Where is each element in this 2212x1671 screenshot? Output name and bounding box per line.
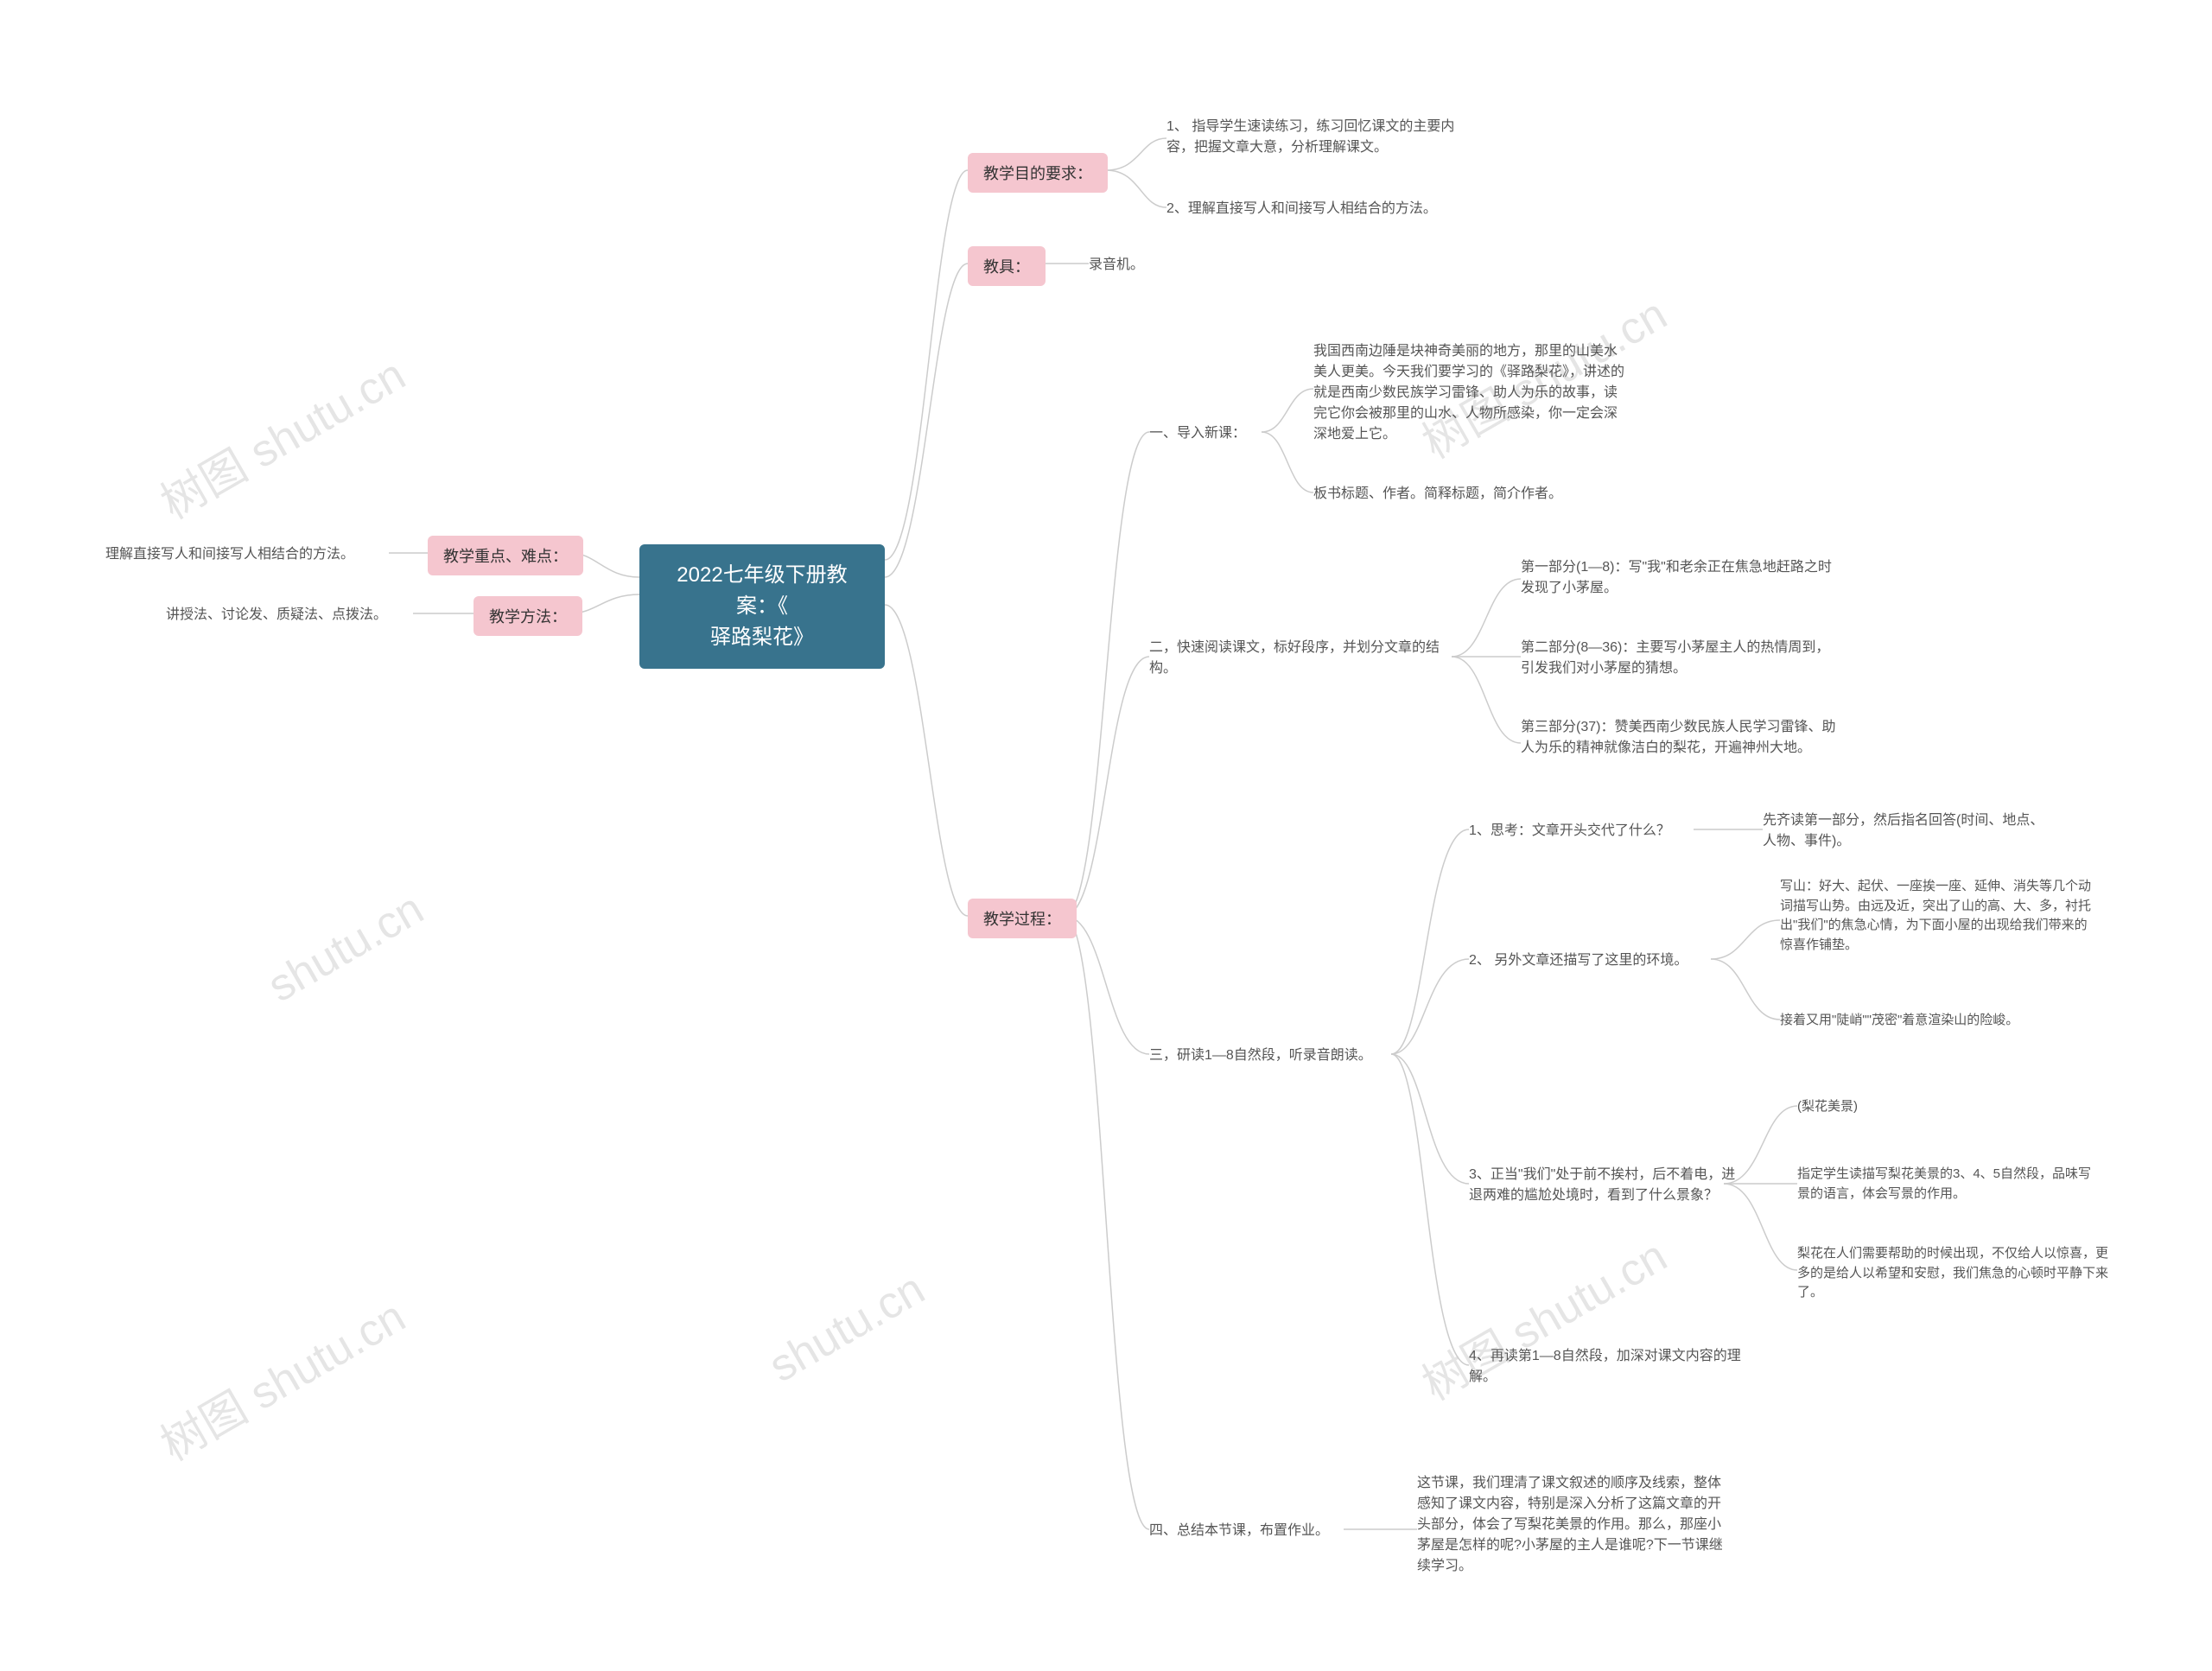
s3-q4[interactable]: 4、再读第1—8自然段，加深对课文内容的理解。	[1469, 1346, 1745, 1388]
branch-tool-label: 教具：	[983, 258, 1030, 276]
s3-q1-ans: 先齐读第一部分，然后指名回答(时间、地点、人物、事件)。	[1763, 810, 2056, 852]
leaf-keypoint-body: 理解直接写人和间接写人相结合的方法。	[105, 544, 354, 565]
section-4-body: 这节课，我们理清了课文叙述的顺序及线索，整体感知了课文内容，特别是深入分析了这篇…	[1417, 1473, 1728, 1577]
watermark: shutu.cn	[259, 883, 432, 1013]
s3-q1[interactable]: 1、思考：文章开头交代了什么？	[1469, 821, 1670, 842]
watermark: 树图 shutu.cn	[147, 1280, 415, 1472]
section-2[interactable]: 二，快速阅读课文，标好段序，并划分文章的结构。	[1149, 638, 1460, 679]
section-1-body-1: 我国西南边陲是块神奇美丽的地方，那里的山美水美人更美。今天我们要学习的《驿路梨花…	[1313, 341, 1624, 445]
s3-q3-a: (梨花美景)	[1797, 1097, 1858, 1117]
leaf-method-body: 讲授法、讨论发、质疑法、点拨法。	[166, 605, 387, 626]
section-4[interactable]: 四、总结本节课，布置作业。	[1149, 1521, 1329, 1541]
branch-keypoint-label: 教学重点、难点：	[443, 548, 568, 565]
watermark: shutu.cn	[760, 1263, 933, 1393]
section-2-body-1: 第一部分(1—8)：写"我"和老余正在焦急地赶路之时发现了小茅屋。	[1521, 557, 1832, 599]
s3-q3-c: 梨花在人们需要帮助的时候出现，不仅给人以惊喜，更多的是给人以希望和安慰，我们焦急…	[1797, 1244, 2108, 1303]
watermark: 树图 shutu.cn	[147, 339, 415, 531]
s3-q2[interactable]: 2、 另外文章还描写了这里的环境。	[1469, 950, 1719, 971]
branch-keypoint[interactable]: 教学重点、难点：	[428, 536, 583, 575]
section-2-body-3: 第三部分(37)：赞美西南少数民族人民学习雷锋、助人为乐的精神就像洁白的梨花，开…	[1521, 717, 1840, 759]
leaf-tool-body: 录音机。	[1089, 255, 1144, 276]
branch-process-label: 教学过程：	[983, 911, 1061, 928]
root-line2: 驿路梨花》	[710, 626, 814, 649]
branch-process[interactable]: 教学过程：	[968, 899, 1077, 938]
leaf-goal-1: 1、 指导学生速读练习，练习回忆课文的主要内容，把握文章大意，分析理解课文。	[1166, 117, 1478, 158]
root-line1: 2022七年级下册教案：《	[677, 563, 847, 618]
branch-goal[interactable]: 教学目的要求：	[968, 153, 1108, 193]
section-2-body-2: 第二部分(8—36)：主要写小茅屋主人的热情周到，引发我们对小茅屋的猜想。	[1521, 638, 1832, 679]
branch-tool[interactable]: 教具：	[968, 246, 1046, 286]
root-node[interactable]: 2022七年级下册教案：《 驿路梨花》	[639, 544, 885, 669]
s3-q2-b: 接着又用"陡峭""茂密"着意渲染山的险峻。	[1780, 1011, 2091, 1031]
leaf-goal-2: 2、理解直接写人和间接写人相结合的方法。	[1166, 199, 1437, 219]
s3-q3[interactable]: 3、正当"我们"处于前不挨村，后不着电，进退两难的尴尬处境时，看到了什么景象？	[1469, 1165, 1737, 1206]
s3-q3-b: 指定学生读描写梨花美景的3、4、5自然段，品味写景的语言，体会写景的作用。	[1797, 1165, 2100, 1204]
section-1-body-2: 板书标题、作者。简释标题，简介作者。	[1313, 484, 1562, 505]
branch-goal-label: 教学目的要求：	[983, 165, 1092, 182]
section-1[interactable]: 一、导入新课：	[1149, 423, 1246, 444]
s3-q2-a: 写山：好大、起伏、一座挨一座、延伸、消失等几个动词描写山势。由远及近，突出了山的…	[1780, 877, 2091, 955]
branch-method[interactable]: 教学方法：	[474, 596, 582, 636]
branch-method-label: 教学方法：	[489, 608, 567, 626]
section-3[interactable]: 三，研读1—8自然段，听录音朗读。	[1149, 1045, 1372, 1066]
